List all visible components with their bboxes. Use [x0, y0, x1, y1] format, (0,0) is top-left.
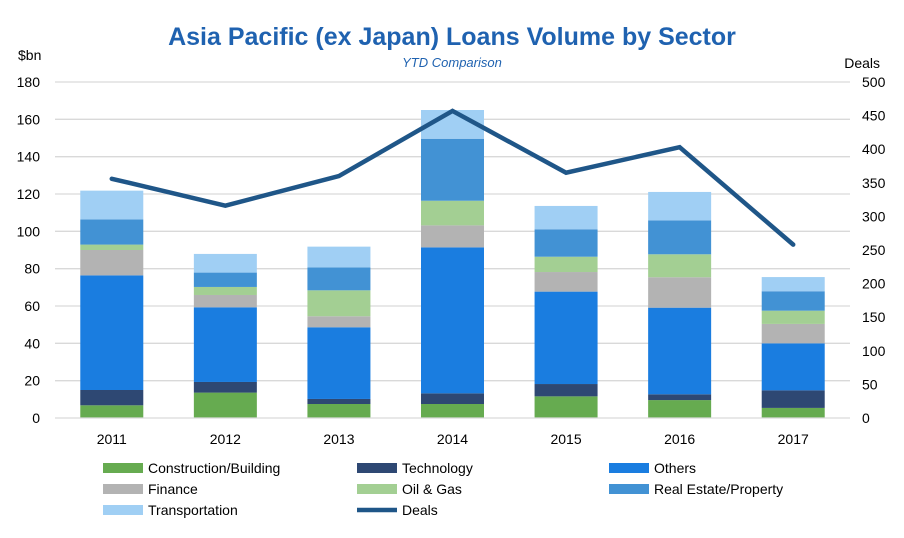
y2-axis-label: Deals	[844, 55, 880, 71]
bar-segment	[307, 267, 370, 290]
bar-segment	[762, 311, 825, 324]
y-tick-label: 120	[17, 186, 41, 202]
bar-segment	[421, 393, 484, 404]
bar-segment	[535, 206, 598, 229]
bar-segment	[535, 384, 598, 396]
legend-swatch	[103, 484, 143, 494]
y2-tick-label: 50	[862, 376, 878, 392]
bar-segment	[648, 254, 711, 277]
x-tick-label: 2016	[664, 431, 695, 447]
bar-segment	[762, 408, 825, 418]
bar-segment	[762, 324, 825, 343]
y-tick-label: 0	[32, 410, 40, 426]
bar-segment	[80, 219, 143, 244]
bar-segment	[307, 316, 370, 327]
x-tick-label: 2014	[437, 431, 468, 447]
bar-segment	[194, 295, 257, 307]
y-tick-label: 140	[17, 149, 41, 165]
bar-segment	[648, 277, 711, 307]
bar-segment	[762, 291, 825, 310]
chart-subtitle: YTD Comparison	[402, 55, 502, 70]
legend-swatch	[357, 463, 397, 473]
y2-tick-label: 250	[862, 242, 886, 258]
bar-segment	[421, 201, 484, 226]
y-tick-label: 100	[17, 223, 41, 239]
bar-segment	[535, 396, 598, 418]
bar-segment	[535, 257, 598, 272]
legend-label: Deals	[402, 502, 438, 518]
bar-segment	[648, 220, 711, 254]
bar-segment	[535, 292, 598, 384]
y-axis-label: $bn	[18, 47, 41, 63]
bar-segment	[194, 382, 257, 393]
legend-swatch	[609, 484, 649, 494]
bar-segment	[80, 191, 143, 220]
y-tick-label: 80	[24, 261, 40, 277]
bar-segment	[535, 229, 598, 256]
y2-tick-label: 100	[862, 343, 886, 359]
bar-segment	[194, 287, 257, 295]
bar-segment	[648, 394, 711, 400]
chart-title: Asia Pacific (ex Japan) Loans Volume by …	[168, 23, 736, 51]
bar-segment	[648, 308, 711, 395]
y2-tick-label: 500	[862, 74, 886, 90]
legend-swatch	[103, 463, 143, 473]
bar-segment	[421, 225, 484, 247]
legend-label: Oil & Gas	[402, 481, 462, 497]
bar-segment	[762, 390, 825, 408]
legend-label: Real Estate/Property	[654, 481, 783, 497]
bar-segment	[80, 405, 143, 418]
bar-segment	[307, 399, 370, 404]
legend-label: Construction/Building	[148, 460, 280, 476]
bar-segment	[194, 273, 257, 287]
bar-segment	[80, 275, 143, 390]
bar-segment	[194, 307, 257, 382]
bar-segment	[80, 250, 143, 275]
y-tick-label: 40	[24, 335, 40, 351]
y2-tick-label: 0	[862, 410, 870, 426]
y-tick-label: 160	[17, 111, 41, 127]
y-tick-label: 20	[24, 373, 40, 389]
legend-label: Others	[654, 460, 696, 476]
bar-segment	[307, 404, 370, 418]
y2-tick-label: 200	[862, 276, 886, 292]
y-tick-label: 180	[17, 74, 41, 90]
bar-segment	[194, 393, 257, 418]
y2-tick-label: 350	[862, 175, 886, 191]
bar-segment	[421, 247, 484, 393]
y-tick-label: 60	[24, 298, 40, 314]
x-tick-label: 2015	[550, 431, 581, 447]
bar-segment	[648, 400, 711, 418]
bar-segment	[80, 390, 143, 405]
bar-segment	[762, 277, 825, 291]
y2-tick-label: 450	[862, 108, 886, 124]
y2-tick-label: 150	[862, 309, 886, 325]
bar-segment	[421, 404, 484, 418]
y2-tick-label: 300	[862, 208, 886, 224]
bar-segment	[535, 272, 598, 292]
x-tick-label: 2013	[323, 431, 354, 447]
bar-segment	[648, 192, 711, 220]
bar-segment	[194, 254, 257, 273]
bar-segment	[80, 245, 143, 250]
legend-label: Transportation	[148, 502, 238, 518]
bar-segment	[421, 139, 484, 201]
legend-label: Technology	[402, 460, 473, 476]
bar-segment	[307, 290, 370, 316]
bar-segment	[307, 247, 370, 268]
legend-label: Finance	[148, 481, 198, 497]
y2-tick-label: 400	[862, 141, 886, 157]
x-tick-label: 2012	[210, 431, 241, 447]
bar-segment	[762, 343, 825, 390]
x-tick-label: 2011	[97, 431, 127, 447]
x-tick-label: 2017	[778, 431, 809, 447]
legend-swatch	[103, 505, 143, 515]
legend-swatch	[357, 484, 397, 494]
legend-swatch	[609, 463, 649, 473]
bar-segment	[307, 327, 370, 399]
